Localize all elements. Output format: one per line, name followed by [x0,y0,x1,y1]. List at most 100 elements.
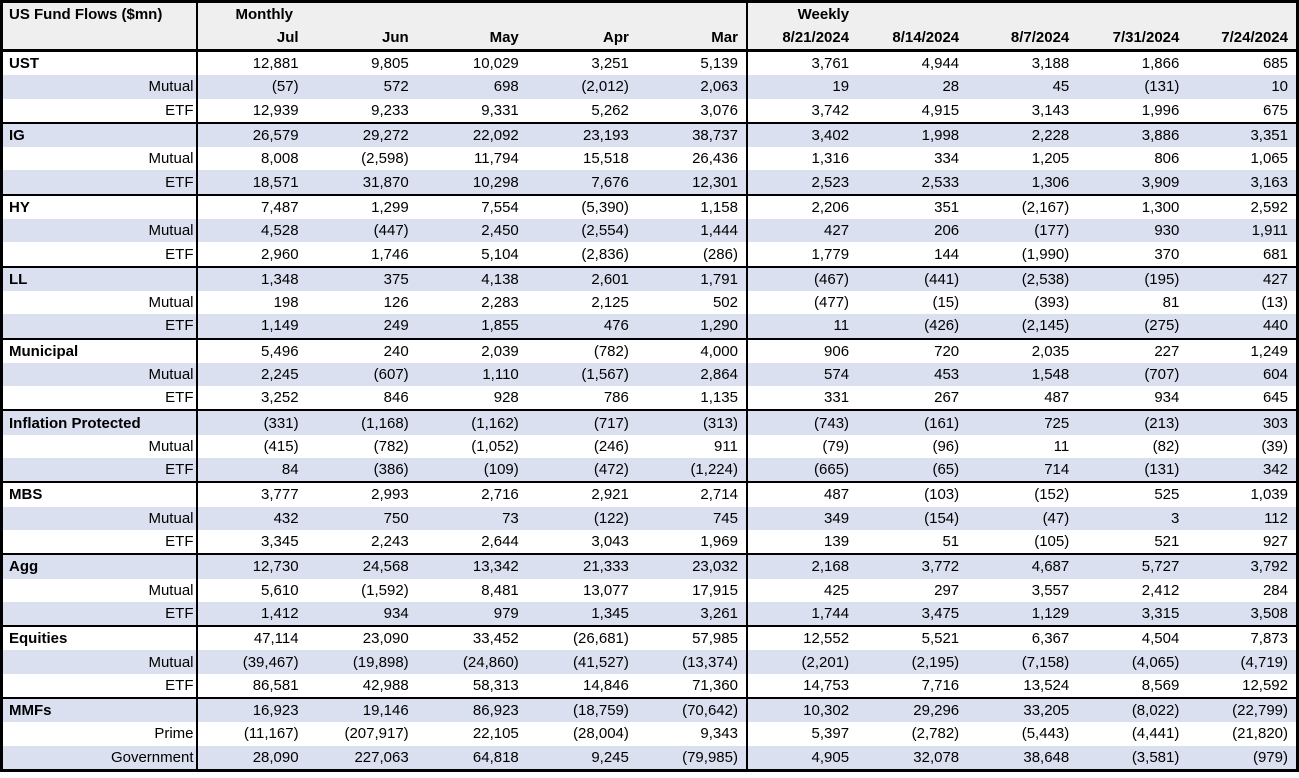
cell-value: 979 [493,604,519,622]
cell-value: (7,158) [1021,653,1070,671]
cell-value: 13,524 [1023,676,1070,694]
cell-value: 84 [281,461,299,479]
cell-value: 714 [1044,461,1070,479]
cell-value: 2,450 [481,222,519,240]
cell-value: 2,283 [481,294,519,312]
cell-value: 38,648 [1023,748,1070,766]
cell-value: 806 [1154,150,1180,168]
cell-value: 9,331 [481,101,519,119]
cell-value: 1,866 [1077,49,1188,76]
cell-value: 303 [1187,409,1298,435]
cell-value: (286) [636,242,748,267]
cell-value: 1,998 [857,121,968,148]
cell-value: 249 [383,317,409,335]
cell-value: 112 [1264,509,1288,527]
cell-value: 8,008 [261,150,299,168]
cell-value: 3,772 [857,553,968,579]
cell-value: (41,527) [573,653,629,671]
cell-value: (743) [746,409,858,435]
cell-value: 5,139 [636,49,748,76]
cell-value: 3,777 [196,481,307,507]
cell-value: 22,105 [472,725,519,743]
cell-value: 81 [1162,294,1180,312]
cell-value: 198 [273,294,299,312]
cell-value: 2,533 [921,173,960,191]
cell-value: 5,496 [196,337,307,363]
cell-value: (2,836) [581,245,629,263]
cell-value: 645 [1262,389,1288,407]
row-label: ETF [1,673,198,699]
cell-value: 19,146 [306,697,417,723]
row-label: ETF [1,458,198,483]
cell-value: 2,960 [261,245,299,263]
cell-value: 10 [1271,78,1288,96]
cell-value: (331) [196,409,307,435]
cell-value: 7,487 [196,193,307,220]
cell-value: 1,110 [482,366,519,383]
row-label: ETF [1,529,198,555]
cell-value: 2,039 [416,337,527,363]
cell-value: (11,167) [243,725,299,743]
cell-value: (1,567) [581,366,629,383]
cell-value: (47) [1042,509,1070,527]
cell-value: 7,554 [416,193,527,220]
column-header-week-2: 8/14/2024 [857,26,968,51]
cell-value: 3,742 [811,101,850,119]
cell-value: 2,644 [481,533,519,551]
header-spacer [967,1,1078,26]
cell-value: 3,315 [1141,604,1180,622]
cell-value: (13,374) [636,650,748,674]
group-total-row: LL 1,348 375 4,138 2,601 1,791 (467) (441) (2,53… [1,265,1298,291]
cell-value: 934 [383,604,409,622]
cell-value: 19 [832,78,850,96]
cell-value: 2,063 [636,75,748,99]
cell-value: (79,985) [636,745,748,771]
cell-value: (109) [483,461,519,479]
sub-row: ETF 3,252 846 928 786 1,135 331 267 487 934 645 [1,386,1298,411]
column-header-jun: Jun [306,26,417,51]
row-label: Agg [1,553,198,579]
cell-value: 2,601 [526,265,637,291]
cell-value: 1,158 [636,193,748,220]
cell-value: 1,249 [1187,337,1298,363]
cell-value: 4,504 [1077,625,1188,651]
cell-value: 2,714 [636,481,748,507]
header-spacer [306,1,417,26]
cell-value: 29,272 [306,121,417,148]
cell-value: 57,985 [636,625,748,651]
row-label: LL [1,265,198,291]
cell-value: 525 [1077,481,1188,507]
group-total-row: Agg 12,730 24,568 13,342 21,333 23,032 2,168 3,… [1,553,1298,579]
cell-value: (246) [593,437,629,455]
group-total-row: IG 26,579 29,272 22,092 23,193 38,737 3,402 1,9… [1,121,1298,148]
header-spacer [1187,1,1298,26]
cell-value: (13) [1261,294,1288,312]
cell-value: 47,114 [196,625,307,651]
cell-value: 139 [824,533,850,551]
cell-value: (2,598) [361,150,409,168]
cell-value: 342 [1262,461,1288,479]
cell-value: 31,870 [362,173,409,191]
sub-row: ETF 12,939 9,233 9,331 5,262 3,076 3,742 4,915 3… [1,98,1298,123]
cell-value: 227,063 [354,748,409,766]
row-label: Mutual [1,75,198,99]
row-label: Inflation Protected [1,409,198,435]
cell-value: (2,782) [911,725,960,743]
cell-value: (26,681) [526,625,637,651]
cell-value: 1,348 [196,265,307,291]
cell-value: 73 [502,509,519,527]
column-header-week-1: 8/21/2024 [746,26,858,51]
cell-value: 21,333 [526,553,637,579]
cell-value: 1,969 [636,529,748,555]
cell-value: 2,864 [636,362,748,387]
cell-value: 4,915 [921,101,960,119]
cell-value: 51 [942,533,960,551]
cell-value: (472) [593,461,629,479]
cell-value: 572 [383,78,409,96]
cell-value: 1,135 [636,386,748,411]
cell-value: 4,905 [811,748,850,766]
cell-value: 12,881 [196,49,307,76]
cell-value: (2,538) [967,265,1078,291]
cell-value: 331 [824,389,850,407]
cell-value: 42,988 [362,676,409,694]
